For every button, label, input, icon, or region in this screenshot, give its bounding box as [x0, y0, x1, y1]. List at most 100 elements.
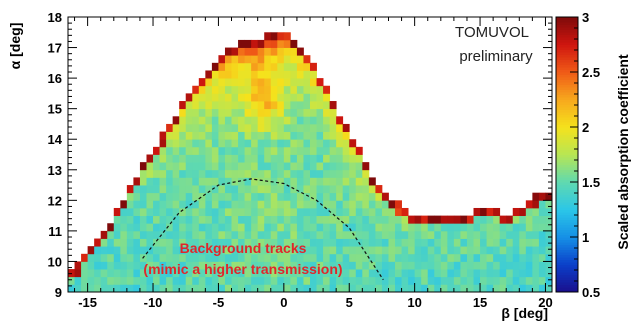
- heatmap-cell: [113, 238, 121, 247]
- heatmap-cell: [296, 261, 304, 270]
- heatmap-cell: [224, 146, 232, 155]
- heatmap-cell: [283, 230, 291, 239]
- heatmap-cell: [336, 131, 344, 140]
- heatmap-cell: [395, 223, 402, 232]
- heatmap-cell: [251, 47, 259, 56]
- heatmap-cell: [100, 269, 108, 278]
- heatmap-cell: [296, 207, 304, 217]
- heatmap-cell: [159, 215, 167, 224]
- heatmap-cell: [310, 284, 317, 293]
- heatmap-cell: [251, 39, 259, 48]
- heatmap-cell: [336, 146, 344, 155]
- heatmap-cell: [519, 276, 527, 285]
- x-tick-label: -5: [213, 295, 225, 310]
- heatmap-cell: [270, 78, 278, 87]
- heatmap-cell: [264, 108, 272, 117]
- heatmap-cell: [434, 261, 442, 270]
- heatmap-cell: [159, 200, 167, 209]
- heatmap-cell: [329, 139, 337, 148]
- heatmap-cell: [244, 70, 252, 79]
- colorbar-segment: [556, 49, 578, 53]
- heatmap-cell: [349, 139, 357, 148]
- heatmap-cell: [342, 215, 350, 224]
- heatmap-cell: [336, 276, 344, 285]
- heatmap-cell: [251, 276, 259, 285]
- heatmap-cell: [179, 253, 187, 262]
- heatmap-cell: [218, 55, 226, 64]
- colorbar-segment: [556, 87, 578, 90]
- heatmap-cell: [224, 169, 232, 178]
- heatmap-cell: [166, 269, 174, 278]
- heatmap-cell: [290, 55, 298, 64]
- heatmap-cell: [198, 116, 206, 125]
- heatmap-cell: [205, 131, 213, 140]
- heatmap-cell: [283, 93, 291, 102]
- heatmap-cell: [375, 269, 383, 278]
- heatmap-cell: [192, 284, 200, 293]
- heatmap-cell: [401, 246, 409, 255]
- heatmap-cell: [257, 39, 265, 48]
- heatmap-cell: [342, 131, 350, 140]
- heatmap-cell: [283, 123, 291, 132]
- heatmap-cell: [192, 269, 200, 278]
- heatmap-cell: [296, 108, 304, 117]
- heatmap-cell: [211, 169, 219, 178]
- heatmap-cell: [283, 131, 291, 140]
- heatmap-cell: [283, 108, 291, 117]
- heatmap-cell: [401, 276, 409, 285]
- heatmap-cell: [231, 146, 239, 155]
- heatmap-cell: [94, 253, 102, 262]
- heatmap-cell: [251, 93, 259, 102]
- heatmap-cell: [336, 200, 344, 209]
- heatmap-cell: [224, 55, 232, 64]
- heatmap-cell: [532, 261, 540, 270]
- heatmap-cell: [270, 116, 278, 125]
- heatmap-cell: [159, 284, 167, 293]
- y-tick-label: 13: [48, 163, 62, 178]
- heatmap-cell: [303, 200, 311, 209]
- heatmap-cell: [323, 146, 331, 155]
- colorbar-segment: [556, 169, 578, 173]
- heatmap-cell: [277, 162, 285, 171]
- heatmap-cell: [159, 146, 167, 155]
- heatmap-cell: [244, 116, 252, 125]
- heatmap-cell: [506, 269, 514, 278]
- heatmap-cell: [342, 238, 350, 247]
- heatmap-cell: [251, 85, 259, 94]
- heatmap-cell: [460, 261, 468, 270]
- heatmap-cell: [244, 284, 252, 293]
- heatmap-cell: [264, 185, 272, 194]
- colorbar-segment: [556, 182, 578, 185]
- heatmap-cell: [525, 207, 533, 217]
- heatmap-cell: [336, 116, 344, 125]
- heatmap-cell: [211, 116, 219, 125]
- heatmap-cell: [231, 162, 239, 171]
- colorbar-segment: [556, 94, 578, 98]
- colorbar-segment: [556, 199, 578, 203]
- heatmap-cell: [224, 62, 232, 71]
- heatmap-cell: [185, 200, 193, 209]
- heatmap-cell: [172, 116, 180, 125]
- heatmap-cell: [316, 93, 324, 102]
- heatmap-cell: [493, 261, 501, 270]
- heatmap-cell: [159, 261, 167, 270]
- heatmap-cell: [113, 284, 121, 293]
- heatmap-cell: [460, 215, 468, 224]
- heatmap-cell: [486, 230, 494, 239]
- heatmap-cell: [303, 101, 311, 110]
- heatmap-cell: [238, 246, 245, 255]
- heatmap-cell: [205, 223, 213, 232]
- heatmap-cell: [81, 261, 89, 270]
- heatmap-cell: [427, 215, 435, 224]
- colorbar-segment: [556, 117, 578, 120]
- colorbar-tick-label: 2.5: [582, 65, 600, 80]
- heatmap-cell: [434, 223, 442, 232]
- heatmap-cell: [296, 93, 304, 102]
- heatmap-cell: [126, 215, 134, 224]
- heatmap-cell: [211, 93, 219, 102]
- heatmap-cell: [159, 177, 167, 186]
- colorbar-segment: [556, 44, 578, 48]
- colorbar-segment: [556, 272, 578, 275]
- heatmap-cell: [296, 47, 304, 56]
- heatmap-cell: [244, 139, 252, 148]
